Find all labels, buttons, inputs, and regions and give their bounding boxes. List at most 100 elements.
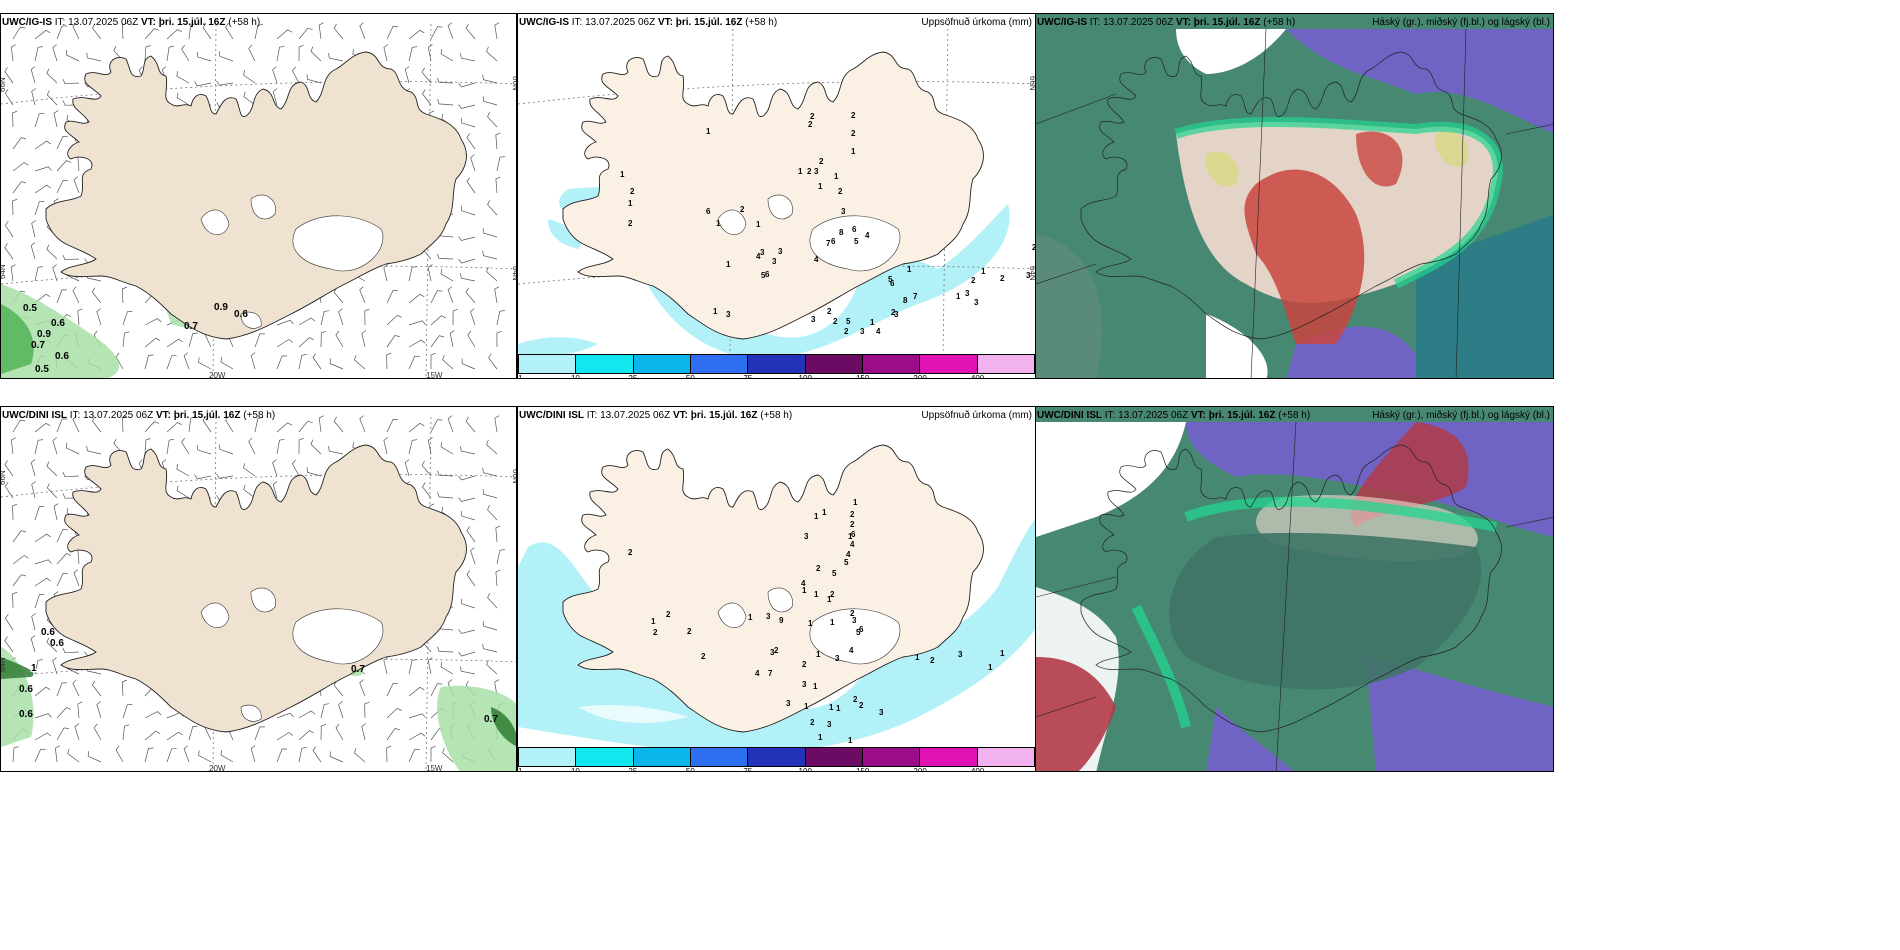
wind-barb: [166, 29, 182, 40]
wind-barb: [30, 66, 36, 84]
wind-barb: [144, 337, 161, 348]
wind-barb: [34, 293, 51, 304]
colorbar-cell: [518, 748, 576, 766]
precip-value: 2: [774, 646, 779, 655]
wind-barb: [34, 577, 51, 587]
precip-value: 4: [814, 255, 819, 264]
precip-value: 1: [907, 265, 912, 274]
wind-barb: [386, 745, 392, 763]
map-panel-clouds-dini: UWC/DINI ISL IT: 13.07.2025 06Z VT: þri.…: [1035, 406, 1554, 772]
precip-value: 2: [630, 187, 635, 196]
panel-header: UWC/IG-IS IT: 13.07.2025 06Z VT: þri. 15…: [519, 17, 1032, 28]
precip-value: 1: [836, 704, 841, 713]
precip-colorbar: 1 10 25 50 75 100 150 200 400: [518, 747, 1035, 772]
wind-barb: [470, 154, 476, 172]
wind-barb: [430, 419, 443, 433]
wind-barb: [34, 46, 44, 62]
map-panel-precip-dini: UWC/DINI ISL IT: 13.07.2025 06Z VT: þri.…: [517, 406, 1036, 772]
wind-barb: [482, 467, 498, 477]
wind-barb: [449, 330, 455, 348]
wind-barb: [144, 747, 154, 763]
precip-value: 6: [852, 225, 857, 234]
precip-value: 4: [876, 327, 881, 336]
precip-value: 3: [879, 708, 884, 717]
precip-value: 5: [844, 558, 849, 567]
wind-barb: [298, 354, 307, 370]
wind-barb: [243, 91, 256, 106]
wind-barb: [408, 422, 425, 433]
lat-66n: 66N: [1, 470, 7, 485]
wind-barb: [408, 29, 425, 40]
wind-barb: [460, 598, 476, 609]
colorbar-cell: [632, 748, 690, 766]
wind-barb: [276, 45, 285, 62]
precip-value: 1: [628, 199, 633, 208]
precip-value: 1: [802, 586, 807, 595]
wind-barb: [73, 176, 80, 194]
wind-barb: [56, 682, 67, 697]
precip-value: 1: [716, 219, 721, 228]
precip-value: 3: [852, 616, 857, 625]
wind-barb: [115, 352, 124, 370]
wind-barb: [31, 220, 37, 238]
wind-value-label: 0.6: [55, 351, 69, 362]
precip-value: 3: [778, 247, 783, 256]
wind-barb: [176, 92, 190, 106]
wind-barb: [482, 74, 498, 84]
precip-colorbar: 1 10 25 50 75 100 150 200 400: [518, 354, 1035, 379]
wind-barb: [427, 44, 433, 62]
precip-value: 3: [827, 720, 832, 729]
wind-barb: [364, 308, 370, 326]
wind-barb: [122, 22, 128, 40]
iceland-coast: [1080, 51, 1502, 340]
wind-barb: [202, 23, 212, 40]
precip-value: 1: [834, 172, 839, 181]
precip-value: 1: [813, 682, 818, 691]
panel-header: UWC/DINI ISL IT: 13.07.2025 06Z VT: þri.…: [2, 410, 276, 421]
wind-barb: [31, 481, 37, 499]
wind-barb: [196, 444, 212, 455]
precip-value: 1: [956, 292, 961, 301]
wind-barb: [121, 679, 128, 697]
wind-barb: [482, 643, 498, 653]
colorbar-tick: 10: [570, 767, 580, 772]
precip-value: 2: [971, 276, 976, 285]
wind-barb: [276, 438, 285, 455]
wind-barb: [310, 46, 322, 62]
precip-value: 1: [804, 702, 809, 711]
wind-barb: [386, 683, 399, 697]
precip-value: 3: [772, 257, 777, 266]
precip-value: 3: [860, 327, 865, 336]
wind-barb: [34, 659, 43, 675]
precip-value: 1: [726, 260, 731, 269]
precip-value: 1: [830, 618, 835, 627]
glaciers: [717, 587, 901, 665]
colorbar-tick: 100: [798, 374, 812, 379]
wind-value-label: 0.6: [19, 684, 33, 695]
colorbar-tick: 200: [913, 374, 927, 379]
wind-value-label: 0.9: [214, 302, 228, 313]
wind-barb: [298, 317, 316, 326]
wind-barb: [404, 459, 410, 477]
precip-value: 1: [818, 182, 823, 191]
wind-barb: [458, 82, 476, 88]
precip-value: 3: [726, 310, 731, 319]
wind-barb: [437, 492, 454, 499]
precip-value: 1: [822, 508, 827, 517]
wind-barb: [196, 51, 212, 62]
wind-barb: [298, 27, 313, 40]
wind-barb: [144, 421, 160, 433]
wind-value-label: 0.5: [23, 303, 37, 314]
wind-barb: [202, 416, 212, 433]
wind-barb: [254, 333, 265, 348]
precip-value: 4: [865, 231, 870, 240]
colorbar-tick: 400: [970, 374, 985, 379]
wind-barb: [386, 419, 399, 433]
wind-barb: [276, 748, 288, 763]
colorbar-cell: [861, 355, 920, 373]
wind-barb: [46, 244, 58, 260]
wind-barb: [181, 44, 190, 62]
wind-barb: [4, 636, 14, 653]
wind-barb: [144, 730, 161, 741]
wind-barb: [487, 593, 498, 609]
